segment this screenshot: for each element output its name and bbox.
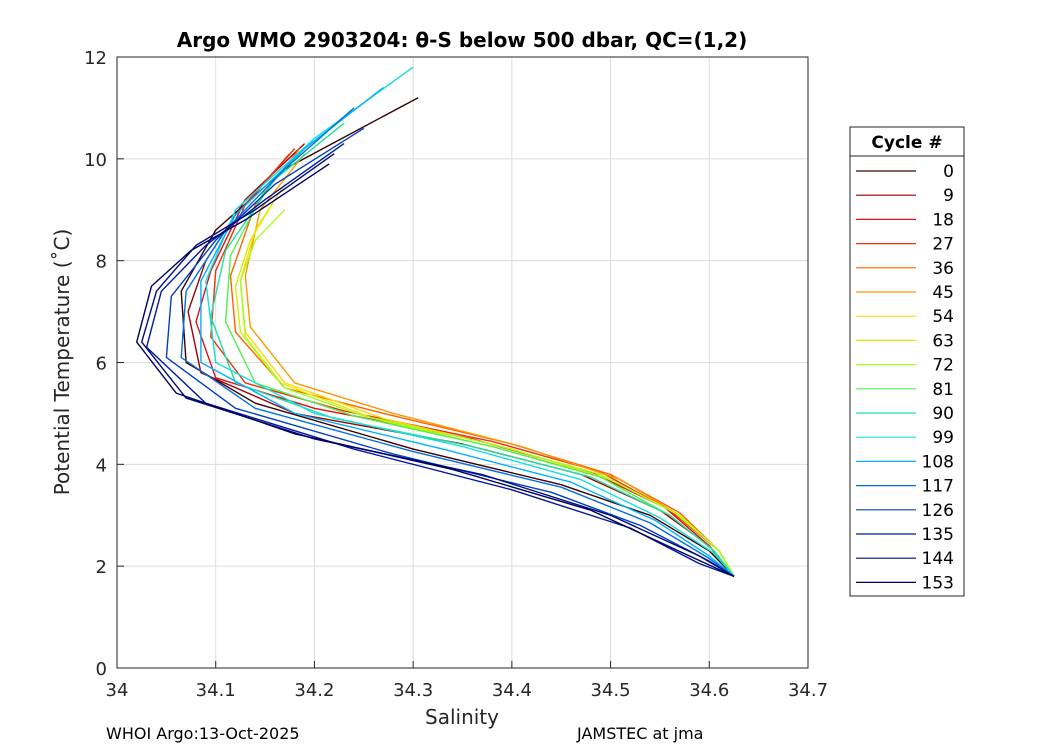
- legend-label-99: 99: [932, 428, 954, 448]
- y-tick-label: 4: [96, 455, 107, 476]
- x-tick-label: 34.7: [788, 680, 828, 701]
- legend-box: [849, 126, 965, 597]
- legend-label-27: 27: [932, 235, 954, 255]
- legend-label-54: 54: [932, 307, 954, 327]
- legend-entries: 0 9 18 27 36 45 54 63 72 81 90 99 108 117 126 135 144 153: [856, 162, 954, 593]
- x-tick-label: 34.2: [294, 680, 334, 701]
- legend-title: Cycle #: [871, 133, 942, 153]
- y-tick-label: 8: [96, 252, 107, 273]
- x-axis-label: Salinity: [425, 705, 499, 729]
- y-tick-label: 10: [84, 150, 107, 171]
- legend-label-135: 135: [922, 525, 954, 545]
- series-line-cycle-144: [141, 153, 735, 578]
- series-line-cycle-99: [205, 66, 735, 577]
- series-line-cycle-81: [224, 138, 735, 577]
- legend-label-36: 36: [932, 259, 954, 279]
- x-tick-label: 34.6: [689, 680, 729, 701]
- y-tick-label: 12: [84, 48, 107, 69]
- y-tick-label: 0: [96, 659, 107, 680]
- x-tick-label: 34: [106, 680, 129, 701]
- legend-label-90: 90: [932, 404, 954, 424]
- x-axis-ticks: 34 34.1 34.2 34.3 34.4 34.5 34.6 34.7: [106, 661, 828, 701]
- legend-label-72: 72: [932, 356, 954, 376]
- legend-label-63: 63: [932, 331, 954, 351]
- legend-label-9: 9: [943, 186, 954, 206]
- footer-source: WHOI Argo:13-Oct-2025: [106, 724, 300, 743]
- series-line-cycle-36: [229, 148, 735, 577]
- series-lines: [136, 66, 735, 578]
- series-line-cycle-153: [136, 163, 735, 578]
- legend-label-117: 117: [922, 477, 954, 497]
- legend-label-153: 153: [922, 573, 954, 593]
- legend-label-18: 18: [932, 210, 954, 230]
- y-tick-label: 6: [96, 354, 107, 375]
- x-tick-label: 34.3: [393, 680, 433, 701]
- chart-title: Argo WMO 2903204: θ-S below 500 dbar, QC…: [177, 28, 747, 52]
- legend: Cycle # 0 9 18 27 36 45 54 63 72 81 90 99 108 117 126 1…: [849, 126, 965, 597]
- series-line-cycle-72: [239, 209, 735, 577]
- y-axis-ticks: 0 2 4 6 8 10 12: [84, 48, 124, 680]
- y-tick-label: 2: [96, 557, 107, 578]
- footer-credit: JAMSTEC at jma: [577, 724, 704, 743]
- series-line-cycle-27: [210, 148, 735, 577]
- legend-label-45: 45: [932, 283, 954, 303]
- legend-label-144: 144: [922, 549, 954, 569]
- series-line-cycle-45: [244, 153, 735, 577]
- legend-label-108: 108: [922, 452, 954, 472]
- legend-label-81: 81: [932, 380, 954, 400]
- legend-label-126: 126: [922, 501, 954, 521]
- x-tick-label: 34.1: [196, 680, 236, 701]
- x-tick-label: 34.5: [591, 680, 631, 701]
- series-line-cycle-117: [180, 107, 735, 577]
- series-line-cycle-18: [195, 153, 735, 577]
- x-tick-label: 34.4: [492, 680, 532, 701]
- grid: [117, 57, 808, 668]
- legend-label-0: 0: [943, 162, 954, 182]
- y-axis-label: Potential Temperature (˚C): [50, 229, 74, 496]
- series-line-cycle-108: [200, 86, 735, 577]
